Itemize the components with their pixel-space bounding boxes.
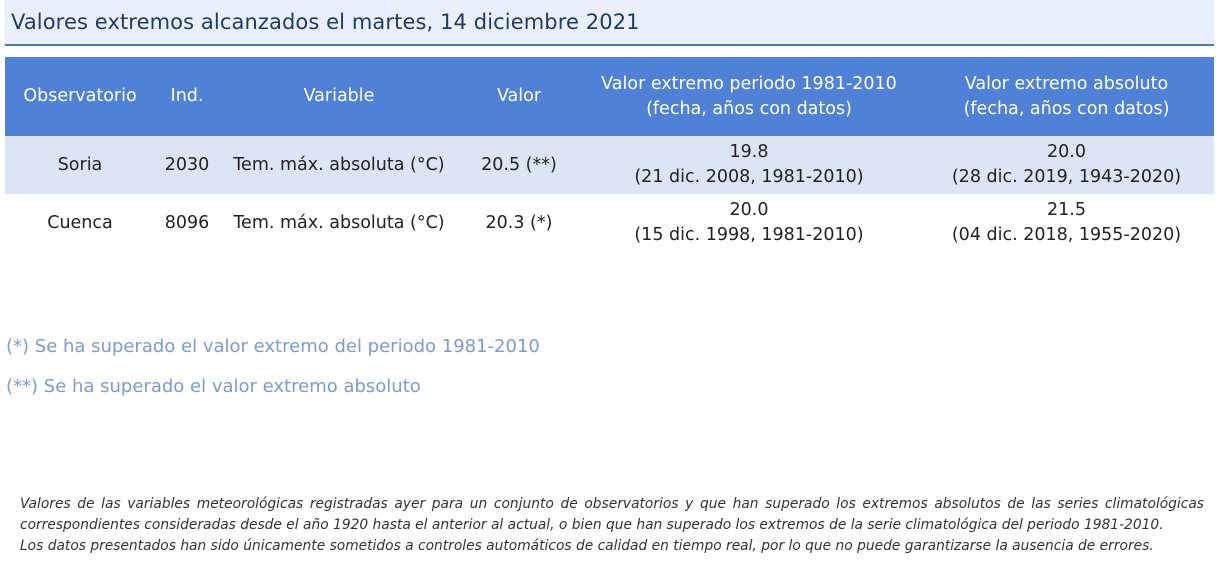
cell-variable: Tem. máx. absoluta (°C)	[233, 212, 445, 233]
cell-observatorio: Soria	[5, 136, 155, 194]
cell-periodo-detalle: (15 dic. 1998, 1981-2010)	[634, 225, 864, 245]
header-periodo-line1: Valor extremo periodo 1981-2010	[601, 73, 897, 94]
cell-ind: 2030	[155, 136, 219, 194]
cell-periodo: 19.8 (21 dic. 2008, 1981-2010)	[579, 136, 919, 194]
header-periodo: Valor extremo periodo 1981-2010 (fecha, …	[579, 57, 919, 136]
cell-absoluto-valor: 20.0	[1047, 142, 1086, 162]
cell-periodo-valor: 20.0	[729, 200, 769, 220]
cell-absoluto-detalle: (04 dic. 2018, 1955-2020)	[951, 225, 1182, 245]
footnote-line1: Valores de las variables meteorológicas …	[20, 496, 1204, 533]
header-periodo-line2: (fecha, años con datos)	[646, 98, 852, 119]
cell-variable: Tem. máx. absoluta (°C)	[219, 136, 459, 194]
cell-periodo-valor: 19.8	[729, 142, 769, 162]
disclaimer-footnote: Valores de las variables meteorológicas …	[20, 494, 1204, 557]
table-row: Cuenca 8096 Tem. máx. absoluta (°C) 20.3…	[5, 194, 1214, 252]
note-double-asterisk: (**) Se ha superado el valor extremo abs…	[6, 376, 421, 397]
extremes-table: Observatorio Ind. Variable Valor Valor e…	[5, 57, 1214, 252]
cell-observatorio: Cuenca	[47, 212, 113, 233]
header-ind: Ind.	[155, 57, 219, 136]
cell-absoluto: 21.5 (04 dic. 2018, 1955-2020)	[919, 194, 1214, 252]
title-bar: Valores extremos alcanzados el martes, 1…	[5, 0, 1214, 46]
cell-ind: 8096	[164, 212, 210, 233]
header-valor: Valor	[459, 57, 579, 136]
note-single-asterisk: (*) Se ha superado el valor extremo del …	[6, 336, 540, 357]
header-variable: Variable	[219, 57, 459, 136]
cell-absoluto-valor: 21.5	[1047, 200, 1086, 220]
header-absoluto-line1: Valor extremo absoluto	[964, 73, 1169, 94]
cell-valor: 20.5 (**)	[459, 136, 579, 194]
table-row: Soria 2030 Tem. máx. absoluta (°C) 20.5 …	[5, 136, 1214, 194]
header-absoluto: Valor extremo absoluto (fecha, años con …	[919, 57, 1214, 136]
cell-absoluto-detalle: (28 dic. 2019, 1943-2020)	[951, 167, 1182, 187]
cell-valor: 20.3 (*)	[485, 212, 553, 233]
table-header: Observatorio Ind. Variable Valor Valor e…	[5, 57, 1214, 136]
page-title: Valores extremos alcanzados el martes, 1…	[11, 10, 640, 34]
header-observatorio: Observatorio	[5, 57, 155, 136]
header-absoluto-line2: (fecha, años con datos)	[963, 98, 1170, 119]
cell-periodo-detalle: (21 dic. 2008, 1981-2010)	[634, 167, 864, 187]
header-row: Observatorio Ind. Variable Valor Valor e…	[5, 57, 1214, 136]
footnote-line2: Los datos presentados han sido únicament…	[20, 538, 1154, 554]
cell-absoluto: 20.0 (28 dic. 2019, 1943-2020)	[919, 136, 1214, 194]
cell-periodo: 20.0 (15 dic. 1998, 1981-2010)	[579, 194, 919, 252]
table-body: Soria 2030 Tem. máx. absoluta (°C) 20.5 …	[5, 136, 1214, 252]
